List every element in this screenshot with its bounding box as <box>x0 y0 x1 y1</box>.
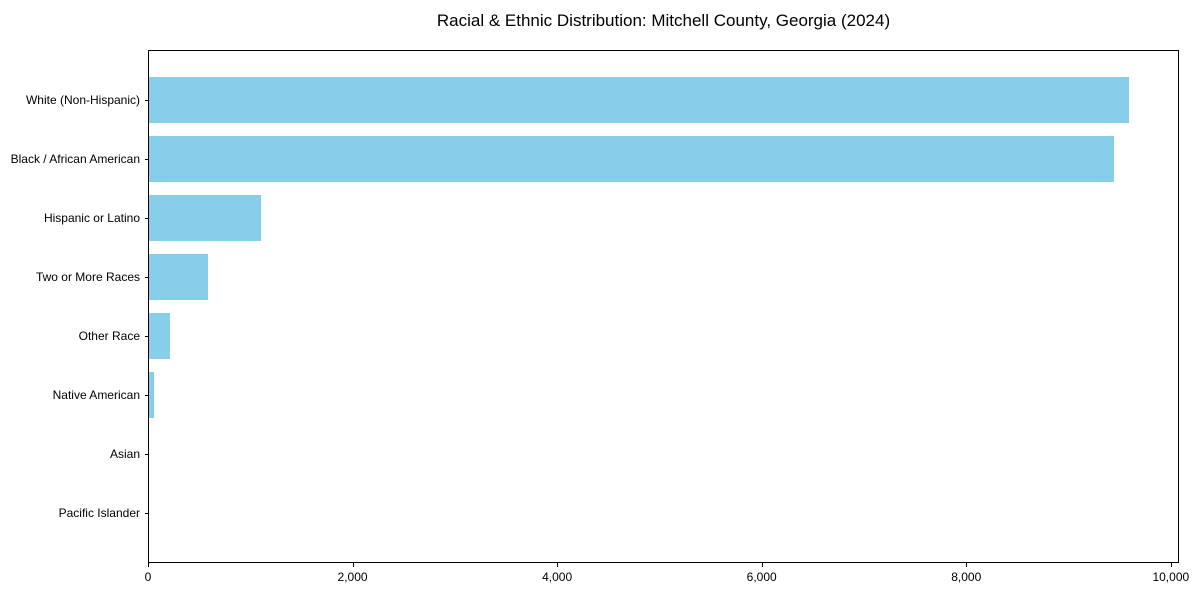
category-label: Two or More Races <box>35 270 140 285</box>
plot-area: White (Non-Hispanic) Black / African Amer… <box>11 50 1179 563</box>
category-label: Hispanic or Latino <box>43 211 140 226</box>
x-axis: 0 2,000 4,000 6,000 8,000 10,000 <box>144 563 1189 593</box>
y-axis-tick <box>145 453 149 455</box>
x-tick-label: 6,000 <box>746 570 777 584</box>
y-axis-tick <box>145 335 149 337</box>
x-axis-tick <box>148 563 149 567</box>
bar-row: Other Race <box>79 307 1178 366</box>
bar-row: Pacific Islander <box>59 483 1178 542</box>
bar-rows-container: White (Non-Hispanic) Black / African Amer… <box>11 51 1178 562</box>
y-axis-tick <box>145 159 149 161</box>
category-label: Black / African American <box>10 152 140 167</box>
chart-title: Racial & Ethnic Distribution: Mitchell C… <box>436 11 891 30</box>
x-tick-label: 8,000 <box>951 570 982 584</box>
bar <box>149 371 155 418</box>
category-label: Other Race <box>78 328 140 343</box>
y-axis-tick <box>145 218 149 220</box>
bar-row: Asian <box>110 424 1178 483</box>
bar <box>149 312 171 359</box>
category-label: Native American <box>52 387 140 402</box>
x-axis-tick <box>557 563 559 567</box>
x-axis-tick <box>352 563 354 567</box>
bar-row: Hispanic or Latino <box>44 189 1178 248</box>
x-tick-label: 10,000 <box>1152 570 1190 584</box>
category-label: Asian <box>109 446 140 461</box>
x-axis-tick <box>761 563 763 567</box>
category-label: White (Non-Hispanic) <box>25 93 140 108</box>
y-axis-tick <box>145 394 149 396</box>
y-axis-tick <box>145 512 149 514</box>
bar-row: Black / African American <box>11 130 1178 189</box>
bar <box>149 254 209 301</box>
y-axis-tick <box>145 277 149 279</box>
x-axis-tick <box>966 563 968 567</box>
x-axis-tick <box>1170 563 1172 567</box>
x-tick-label: 0 <box>144 570 152 584</box>
category-label: Pacific Islander <box>58 505 140 520</box>
y-axis-tick <box>145 100 149 102</box>
bar <box>149 77 1129 124</box>
bar-row: Two or More Races <box>36 248 1178 307</box>
bar <box>149 195 262 242</box>
bar-row: White (Non-Hispanic) <box>26 71 1178 130</box>
x-tick-label: 2,000 <box>337 570 368 584</box>
x-tick-label: 4,000 <box>542 570 573 584</box>
bar <box>149 136 1114 183</box>
bar-row: Native American <box>53 365 1178 424</box>
